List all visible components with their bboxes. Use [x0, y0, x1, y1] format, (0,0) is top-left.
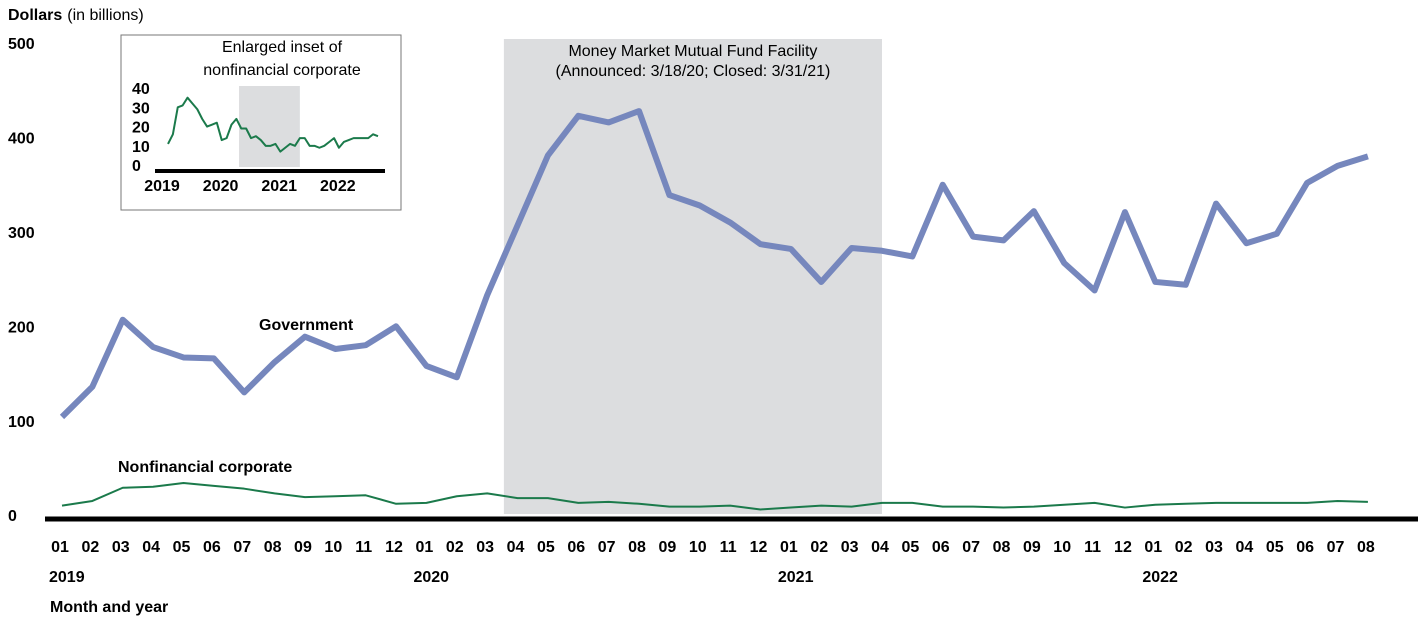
year-label: 2019: [49, 569, 85, 586]
x-tick-label: 11: [1084, 539, 1101, 556]
y-label-unit: (in billions): [67, 7, 143, 24]
x-tick-label: 10: [689, 539, 707, 556]
y-tick-label: 200: [8, 319, 35, 336]
x-tick-label: 03: [112, 539, 130, 556]
x-tick-label: 09: [1023, 539, 1041, 556]
shaded-label: (Announced: 3/18/20; Closed: 3/31/21): [556, 63, 831, 80]
x-tick-label: 11: [720, 539, 737, 556]
x-tick-label: 03: [841, 539, 859, 556]
y-tick-label: 500: [8, 36, 35, 53]
x-tick-label: 09: [294, 539, 312, 556]
x-tick-label: 05: [537, 539, 555, 556]
x-tick-label: 01: [416, 539, 434, 556]
inset-x-label: 2022: [320, 178, 356, 195]
inset-x-label: 2021: [261, 178, 297, 195]
x-tick-label: 04: [142, 539, 160, 556]
year-label: 2022: [1142, 569, 1178, 586]
inset-y-tick-label: 20: [132, 120, 150, 137]
inset-y-tick-label: 30: [132, 100, 150, 117]
x-tick-label: 06: [567, 539, 585, 556]
year-label: 2021: [778, 569, 814, 586]
x-tick-label: 08: [993, 539, 1011, 556]
inset-x-label: 2020: [203, 178, 239, 195]
y-tick-label: 300: [8, 225, 35, 242]
x-tick-label: 01: [1144, 539, 1162, 556]
series-label: Government: [259, 317, 354, 334]
x-tick-label: 06: [1296, 539, 1314, 556]
x-tick-label: 12: [1114, 539, 1132, 556]
x-tick-label: 10: [1053, 539, 1071, 556]
x-tick-label: 12: [750, 539, 768, 556]
y-tick-label: 100: [8, 414, 35, 431]
x-tick-label: 12: [385, 539, 403, 556]
x-tick-label: 08: [1357, 539, 1375, 556]
x-tick-label: 04: [871, 539, 889, 556]
x-tick-label: 11: [355, 539, 372, 556]
y-label: Dollars: [8, 7, 62, 24]
y-axis-title: Dollars (in billions): [8, 7, 144, 24]
y-tick-label: 400: [8, 131, 35, 148]
x-tick-label: 09: [659, 539, 677, 556]
x-tick-label: 02: [446, 539, 464, 556]
x-tick-label: 05: [173, 539, 191, 556]
inset-title: Enlarged inset of: [222, 39, 343, 56]
shaded-label: Money Market Mutual Fund Facility: [568, 43, 817, 60]
x-tick-label: 01: [780, 539, 798, 556]
inset-x-label: 2019: [144, 178, 180, 195]
x-tick-label: 08: [628, 539, 646, 556]
x-tick-label: 02: [1175, 539, 1193, 556]
year-label: 2020: [413, 569, 449, 586]
x-tick-label: 01: [51, 539, 69, 556]
inset-y-tick-label: 0: [132, 158, 141, 175]
x-tick-label: 07: [1327, 539, 1345, 556]
inset-y-tick-label: 40: [132, 81, 150, 98]
x-tick-label: 05: [1266, 539, 1284, 556]
x-tick-label: 07: [233, 539, 251, 556]
x-axis-title: Month and year: [50, 599, 168, 616]
x-tick-label: 06: [932, 539, 950, 556]
series-label: Nonfinancial corporate: [118, 459, 292, 476]
inset-shaded: [239, 86, 300, 167]
x-tick-label: 07: [598, 539, 616, 556]
x-tick-label: 03: [476, 539, 494, 556]
x-tick-label: 03: [1205, 539, 1223, 556]
series-line: [59, 108, 1369, 420]
x-tick-label: 02: [810, 539, 828, 556]
x-tick-label: 07: [962, 539, 980, 556]
x-tick-label: 10: [324, 539, 342, 556]
series-line: [61, 482, 1368, 511]
x-tick-label: 06: [203, 539, 221, 556]
x-tick-label: 05: [901, 539, 919, 556]
x-tick-label: 08: [264, 539, 282, 556]
inset-line: [167, 96, 379, 153]
x-tick-label: 02: [81, 539, 99, 556]
inset-title: nonfinancial corporate: [203, 62, 361, 79]
inset-y-tick-label: 10: [132, 139, 150, 156]
x-tick-label: 04: [507, 539, 525, 556]
y-tick-label: 0: [8, 508, 17, 525]
x-tick-label: 04: [1236, 539, 1254, 556]
